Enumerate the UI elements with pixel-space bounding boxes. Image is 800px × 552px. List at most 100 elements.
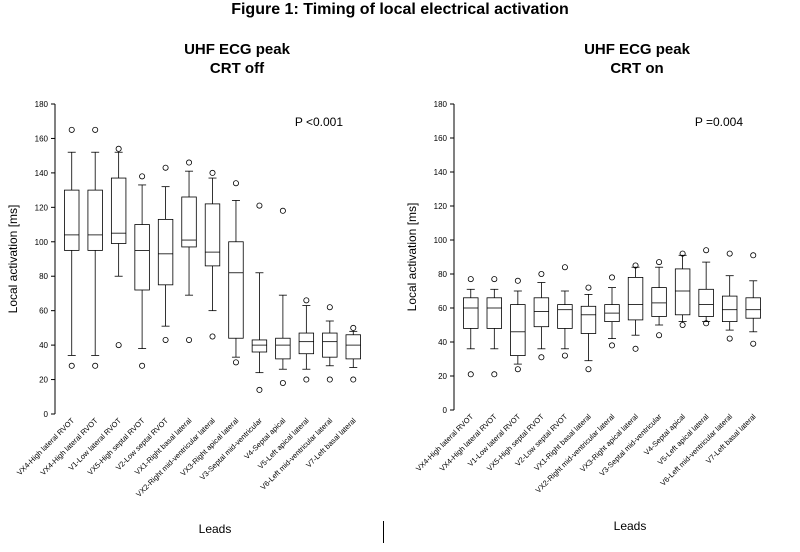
outlier-point	[256, 202, 263, 209]
box-10	[674, 250, 691, 328]
y-tick-label: 180	[35, 100, 49, 109]
outlier-point	[679, 321, 686, 328]
iqr-box	[322, 332, 338, 358]
y-tick-label: 140	[35, 169, 49, 178]
figure-title: Figure 1: Timing of local electrical act…	[231, 1, 569, 18]
outlier-point	[561, 352, 568, 359]
y-tick-label: 80	[39, 272, 48, 281]
box-4	[134, 173, 150, 369]
iqr-box	[181, 196, 197, 248]
outlier-point	[561, 264, 568, 271]
outlier-point	[92, 126, 99, 133]
iqr-box	[486, 297, 503, 329]
box-5	[157, 164, 174, 343]
outlier-point	[350, 324, 357, 331]
outlier-point	[186, 336, 193, 343]
panel-title-line2: CRT off	[209, 60, 265, 77]
outlier-point	[162, 164, 169, 171]
box-7	[604, 274, 620, 349]
outlier-point	[703, 247, 710, 254]
iqr-box	[651, 287, 667, 317]
iqr-box	[110, 177, 127, 244]
box-5	[557, 264, 573, 359]
outlier-point	[162, 336, 169, 343]
outlier-point	[279, 379, 286, 386]
outlier-point	[538, 270, 545, 277]
iqr-box	[157, 218, 174, 286]
p-value-annotation: P <0.001	[295, 115, 343, 129]
panel-title-crt-off: UHF ECG peak CRT off	[87, 40, 387, 78]
outlier-point	[491, 371, 498, 378]
panel-title-crt-on: UHF ECG peak CRT on	[487, 40, 787, 78]
y-tick-label: 180	[434, 100, 448, 109]
y-tick-label: 120	[35, 203, 49, 212]
outlier-point	[632, 345, 639, 352]
outlier-point	[279, 207, 286, 214]
iqr-box	[275, 337, 291, 360]
iqr-box	[64, 189, 80, 251]
box-9	[651, 259, 667, 339]
box-12	[721, 250, 738, 342]
y-tick-label: 60	[39, 307, 48, 316]
outlier-point	[656, 259, 663, 266]
box-13	[745, 252, 761, 347]
outlier-point	[186, 159, 193, 166]
box-12	[322, 304, 338, 383]
y-axis-label: Local activation [ms]	[6, 205, 20, 314]
box-1	[463, 276, 479, 378]
iqr-box	[580, 305, 597, 334]
y-tick-label: 100	[35, 238, 49, 247]
outlier-point	[326, 304, 333, 311]
y-tick-label: 20	[39, 376, 48, 385]
outlier-point	[68, 362, 75, 369]
panel-title-line1: UHF ECG peak	[584, 41, 690, 58]
iqr-box	[134, 224, 150, 291]
outlier-point	[256, 386, 263, 393]
iqr-box	[698, 288, 714, 317]
outlier-point	[750, 252, 757, 259]
outlier-point	[703, 320, 710, 327]
outlier-point	[726, 250, 733, 257]
y-tick-label: 120	[434, 202, 448, 211]
box-6	[181, 159, 197, 343]
iqr-box	[510, 304, 526, 357]
y-tick-label: 0	[443, 406, 448, 415]
y-tick-label: 40	[438, 338, 447, 347]
outlier-point	[303, 376, 310, 383]
outlier-point	[139, 362, 146, 369]
y-tick-label: 100	[434, 236, 448, 245]
box-4	[533, 270, 550, 361]
box-3	[110, 145, 127, 349]
outlier-point	[585, 284, 592, 291]
outlier-point	[209, 333, 216, 340]
outlier-point	[139, 173, 146, 180]
outlier-point	[350, 376, 357, 383]
box-3	[510, 277, 526, 373]
box-11	[698, 247, 714, 327]
box-11	[298, 297, 315, 383]
outlier-point	[538, 354, 545, 361]
iqr-box	[557, 304, 573, 329]
box-7	[204, 169, 221, 340]
iqr-box	[345, 334, 361, 360]
iqr-box	[251, 339, 268, 353]
y-tick-label: 0	[44, 410, 49, 419]
panel-title-line1: UHF ECG peak	[184, 41, 290, 58]
outlier-point	[92, 362, 99, 369]
outlier-point	[232, 180, 239, 187]
y-tick-label: 60	[438, 304, 447, 313]
y-tick-label: 160	[35, 134, 49, 143]
outlier-point	[467, 276, 474, 283]
iqr-box	[87, 189, 103, 251]
outlier-point	[491, 276, 498, 283]
box-2	[87, 126, 103, 369]
box-13	[345, 324, 361, 383]
y-tick-label: 40	[39, 341, 48, 350]
x-axis-label: Leads	[199, 522, 232, 536]
iqr-box	[533, 297, 550, 328]
outlier-point	[514, 366, 521, 373]
outlier-point	[115, 342, 122, 349]
outlier-point	[467, 371, 474, 378]
outlier-point	[726, 335, 733, 342]
